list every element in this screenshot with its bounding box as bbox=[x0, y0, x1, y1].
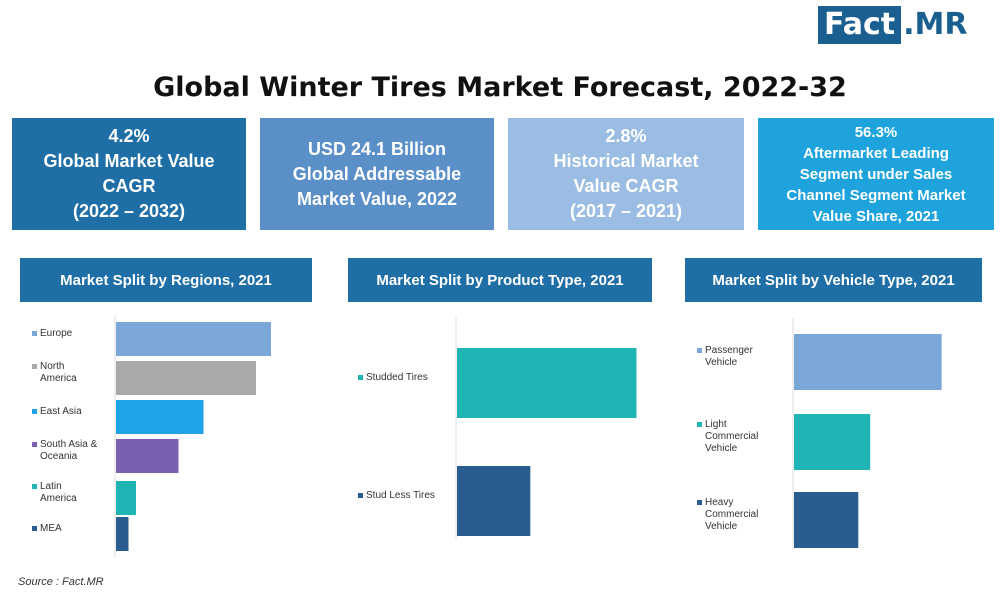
kpi-line: Value Share, 2021 bbox=[812, 207, 940, 225]
kpi-line: Market Value, 2022 bbox=[296, 188, 458, 209]
kpi-line: Segment under Sales bbox=[799, 165, 953, 183]
bar bbox=[116, 322, 271, 356]
category-label: Latin bbox=[40, 481, 62, 492]
kpi-line: Historical Market bbox=[553, 151, 699, 171]
vehicle-type-chart-title: Market Split by Vehicle Type, 2021 bbox=[685, 258, 982, 302]
bar bbox=[794, 492, 859, 548]
bar bbox=[116, 400, 204, 434]
legend-swatch bbox=[358, 493, 363, 498]
kpi-line: Channel Segment Market bbox=[786, 186, 966, 204]
bar bbox=[116, 361, 256, 395]
logo-mr-text: .MR bbox=[903, 7, 968, 42]
bar bbox=[116, 439, 179, 473]
category-label: East Asia bbox=[40, 406, 82, 417]
category-label: Passenger bbox=[705, 345, 753, 356]
category-label: Light bbox=[705, 419, 727, 430]
legend-swatch bbox=[697, 422, 702, 427]
legend-swatch bbox=[697, 348, 702, 353]
product-type-bar-chart: Studded Tires Stud Less Tires bbox=[358, 318, 637, 538]
category-label: South Asia & bbox=[40, 439, 98, 450]
chart-title: Global Winter Tires Market Forecast, 202… bbox=[153, 72, 847, 103]
bar bbox=[794, 414, 871, 470]
category-label: North bbox=[40, 361, 64, 372]
logo-fact-text: Fact bbox=[818, 6, 902, 44]
kpi-line: Value CAGR bbox=[573, 176, 679, 196]
category-label: America bbox=[40, 373, 77, 384]
category-label: Vehicle bbox=[705, 443, 738, 454]
category-label: Commercial bbox=[705, 509, 758, 520]
legend-swatch bbox=[32, 331, 37, 336]
category-label: America bbox=[40, 493, 77, 504]
bar bbox=[116, 517, 129, 551]
legend-swatch bbox=[32, 442, 37, 447]
legend-swatch bbox=[358, 375, 363, 380]
kpi-line: 4.2% bbox=[108, 126, 150, 146]
kpi-line: Global Market Value bbox=[43, 151, 215, 171]
legend-swatch bbox=[32, 484, 37, 489]
kpi-card-aftermarket-share: 56.3% Aftermarket Leading Segment under … bbox=[758, 118, 994, 230]
category-label: Heavy bbox=[705, 497, 733, 508]
kpi-line: Aftermarket Leading bbox=[803, 144, 949, 162]
category-label: Vehicle bbox=[705, 521, 738, 532]
source-note: Source : Fact.MR bbox=[18, 576, 104, 588]
category-label: Stud Less Tires bbox=[366, 490, 435, 501]
category-label: Oceania bbox=[40, 451, 78, 462]
kpi-card-historical-cagr: 2.8% Historical Market Value CAGR (2017 … bbox=[508, 118, 744, 230]
category-label: MEA bbox=[40, 523, 62, 534]
kpi-line: USD 24.1 Billion bbox=[307, 138, 447, 159]
category-label: Vehicle bbox=[705, 357, 738, 368]
bar bbox=[457, 348, 637, 418]
kpi-line: (2017 – 2021) bbox=[569, 201, 683, 221]
category-label: Studded Tires bbox=[366, 372, 428, 383]
category-label: Commercial bbox=[705, 431, 758, 442]
legend-swatch bbox=[697, 500, 702, 505]
vehicle-type-bar-chart: PassengerVehicleLightCommercialVehicleHe… bbox=[697, 318, 942, 550]
regions-chart-title: Market Split by Regions, 2021 bbox=[20, 258, 312, 302]
product-type-chart-title: Market Split by Product Type, 2021 bbox=[348, 258, 652, 302]
kpi-line: 2.8% bbox=[605, 126, 647, 146]
bar bbox=[116, 481, 136, 515]
kpi-card-market-cagr: 4.2% Global Market Value CAGR (2022 – 20… bbox=[12, 118, 246, 230]
bar bbox=[457, 466, 531, 536]
kpi-line: Global Addressable bbox=[292, 163, 462, 184]
kpi-line: 56.3% bbox=[854, 123, 898, 141]
kpi-card-market-value: USD 24.1 Billion Global Addressable Mark… bbox=[260, 118, 494, 230]
legend-swatch bbox=[32, 526, 37, 531]
category-label: Europe bbox=[40, 328, 73, 339]
legend-swatch bbox=[32, 364, 37, 369]
fact-mr-logo: Fact .MR bbox=[818, 6, 978, 44]
kpi-line: (2022 – 2032) bbox=[72, 201, 186, 221]
legend-swatch bbox=[32, 409, 37, 414]
kpi-line: CAGR bbox=[102, 176, 156, 196]
bar bbox=[794, 334, 942, 390]
